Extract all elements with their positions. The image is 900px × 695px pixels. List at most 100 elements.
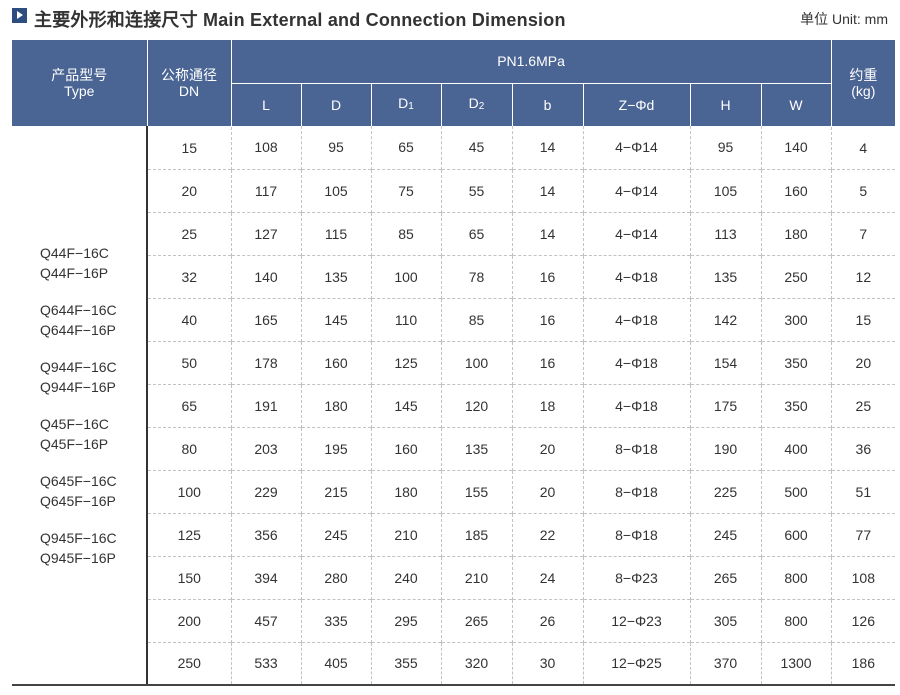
table-cell: 175: [689, 383, 761, 427]
type-model: Q645F−16P: [40, 492, 116, 509]
table-cell: 4: [830, 126, 896, 169]
table-cell: 140: [760, 126, 832, 169]
table-cell: 600: [760, 512, 832, 556]
table-cell: 26: [511, 598, 583, 642]
table-cell: 4−Φ18: [582, 254, 690, 298]
table-cell: 160: [760, 168, 832, 212]
table-cell: 14: [511, 168, 583, 212]
table-cell: 191: [230, 383, 301, 427]
table-cell: 117: [230, 168, 301, 212]
header-col-3: D2: [440, 83, 513, 126]
table-cell: 135: [440, 426, 512, 470]
header-type-en: Type: [64, 82, 95, 99]
table-cell: 14: [511, 211, 583, 255]
table-cell: 75: [370, 168, 441, 212]
table-row: 150 394 280 240 210 24 8−Φ23 265 800 108: [12, 555, 896, 599]
table-cell: 140: [230, 254, 301, 298]
type-cell: Q44F−16C Q44F−16P Q644F−16C Q644F−16P Q944F−…: [12, 126, 147, 686]
table-cell: 155: [440, 469, 512, 513]
table-cell: 100: [440, 340, 512, 384]
header-col-label: D: [330, 96, 342, 113]
table-cell: 95: [689, 126, 761, 169]
header-col-label: D: [468, 95, 479, 112]
table-cell: 180: [370, 469, 441, 513]
table-cell: 22: [511, 512, 583, 556]
header-col-subscript: 1: [408, 101, 414, 113]
table-cell: 4−Φ14: [582, 168, 690, 212]
header-col-label: W: [789, 96, 803, 113]
header-weight: 约重 (kg): [830, 40, 896, 127]
table-cell: 165: [230, 297, 301, 341]
table-cell: 25: [146, 211, 231, 255]
table-cell: 180: [300, 383, 371, 427]
table-cell: 113: [689, 211, 761, 255]
table-cell: 800: [760, 555, 832, 599]
type-model: Q945F−16P: [40, 549, 116, 566]
table-row: Q44F−16C Q44F−16P Q644F−16C Q644F−16P Q944F−…: [12, 126, 896, 686]
table-cell: 135: [300, 254, 371, 298]
table-cell: 65: [440, 211, 512, 255]
table-row: 200 457 335 295 265 26 12−Φ23 305 800 126: [12, 598, 896, 642]
table-cell: 280: [300, 555, 371, 599]
table-cell: 215: [300, 469, 371, 513]
header-col-subscript: 2: [478, 101, 485, 113]
table-cell: 85: [370, 211, 441, 255]
table-cell: 16: [511, 340, 583, 384]
table-cell: 8−Φ18: [582, 469, 690, 513]
unit-label: 单位 Unit: mm: [800, 11, 888, 27]
table-cell: 16: [511, 254, 583, 298]
table-cell: 533: [230, 641, 301, 686]
table-cell: 127: [230, 211, 301, 255]
header-col-label: H: [720, 96, 731, 113]
table-cell: 185: [440, 512, 512, 556]
table-cell: 20: [511, 426, 583, 470]
header-col-label: b: [543, 96, 552, 113]
header-dn: 公称通径 DN: [146, 40, 232, 127]
table-cell: 245: [300, 512, 371, 556]
type-model: Q645F−16C: [40, 472, 117, 489]
type-group: Q45F−16C Q45F−16P: [40, 414, 146, 454]
table-cell: 300: [760, 297, 832, 341]
table-cell: 105: [300, 168, 371, 212]
type-group: Q44F−16C Q44F−16P: [40, 243, 146, 283]
table-cell: 85: [440, 297, 512, 341]
table-cell: 150: [146, 555, 231, 599]
table-row: 80 203 195 160 135 20 8−Φ18 190 400 36: [12, 426, 896, 470]
header-col-1: D: [300, 83, 372, 126]
table-cell: 200: [146, 598, 231, 642]
table-cell: 32: [146, 254, 231, 298]
table-cell: 125: [370, 340, 441, 384]
header-col-5: Z−Φd: [582, 83, 691, 126]
table-cell: 370: [689, 641, 761, 686]
table-cell: 12−Φ25: [582, 641, 690, 686]
table-cell: 55: [440, 168, 512, 212]
table-cell: 110: [370, 297, 441, 341]
table-cell: 142: [689, 297, 761, 341]
table-cell: 250: [146, 641, 231, 686]
type-model: Q644F−16P: [40, 321, 116, 338]
type-model: Q945F−16C: [40, 529, 117, 546]
table-cell: 4−Φ18: [582, 297, 690, 341]
table-cell: 108: [830, 555, 896, 599]
table-cell: 186: [830, 641, 896, 686]
table-row: 125 356 245 210 185 22 8−Φ18 245 600 77: [12, 512, 896, 556]
table-cell: 20: [146, 168, 231, 212]
table-cell: 800: [760, 598, 832, 642]
table-cell: 108: [230, 126, 301, 169]
table-cell: 4−Φ14: [582, 126, 690, 169]
header-weight-en: (kg): [851, 82, 876, 99]
table-cell: 78: [440, 254, 512, 298]
table-cell: 190: [689, 426, 761, 470]
table-cell: 405: [300, 641, 371, 686]
arrow-right-icon: [12, 8, 27, 23]
table-row: 32 140 135 100 78 16 4−Φ18 135 250 12: [12, 254, 896, 298]
table-cell: 125: [146, 512, 231, 556]
table-cell: 8−Φ18: [582, 512, 690, 556]
table-cell: 115: [300, 211, 371, 255]
table-cell: 180: [760, 211, 832, 255]
table-cell: 4−Φ18: [582, 340, 690, 384]
type-model: Q44F−16P: [40, 264, 109, 281]
table-cell: 50: [146, 340, 231, 384]
table-cell: 36: [830, 426, 896, 470]
table-cell: 145: [300, 297, 371, 341]
